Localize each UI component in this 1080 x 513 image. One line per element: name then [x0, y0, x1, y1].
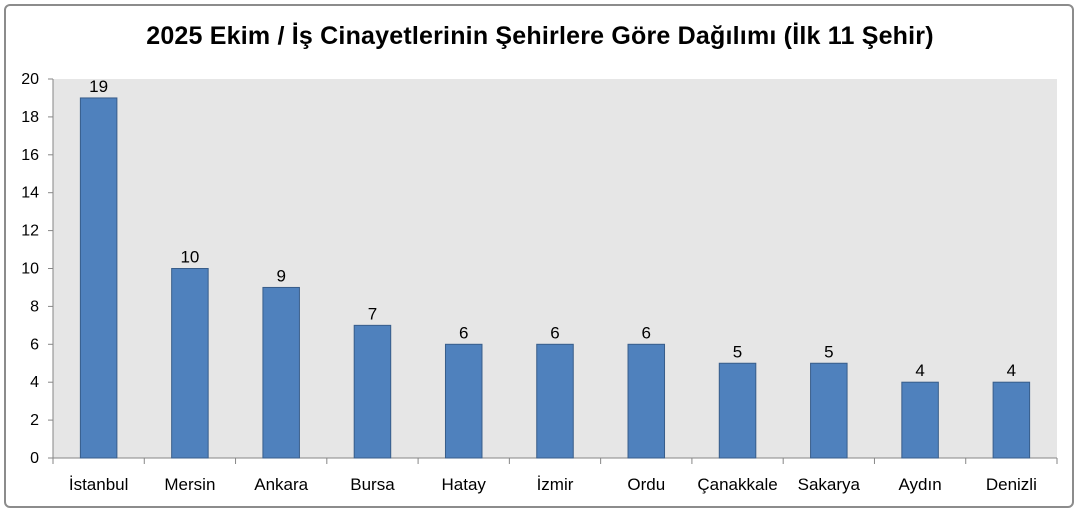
bar — [171, 268, 209, 459]
category-label: İzmir — [537, 475, 574, 494]
data-label: 9 — [276, 266, 285, 285]
y-tick-label: 16 — [21, 147, 39, 164]
data-label: 6 — [550, 323, 559, 342]
data-label: 4 — [915, 361, 924, 380]
category-label: Ordu — [627, 475, 665, 494]
y-tick-label: 20 — [21, 71, 39, 88]
bar — [992, 381, 1031, 459]
bar — [444, 343, 483, 459]
bar — [79, 97, 118, 459]
category-label: Bursa — [350, 475, 395, 494]
category-label: Ankara — [254, 475, 308, 494]
data-label: 6 — [642, 323, 651, 342]
y-tick-label: 6 — [30, 336, 39, 353]
category-label: Çanakkale — [697, 475, 777, 494]
y-tick-label: 10 — [21, 261, 39, 278]
bar — [718, 362, 757, 459]
data-label: 6 — [459, 323, 468, 342]
bar — [353, 324, 392, 459]
category-label: Sakarya — [798, 475, 861, 494]
data-label: 10 — [180, 248, 199, 267]
bar — [262, 286, 300, 459]
category-label: Hatay — [442, 475, 487, 494]
data-label: 5 — [824, 342, 833, 361]
y-tick-label: 12 — [21, 223, 39, 240]
y-tick-label: 0 — [30, 450, 39, 467]
y-tick-label: 2 — [30, 412, 39, 429]
category-label: İstanbul — [69, 475, 129, 494]
y-tick-label: 8 — [30, 298, 39, 315]
data-label: 7 — [368, 304, 377, 323]
category-label: Mersin — [164, 475, 215, 494]
data-label: 4 — [1007, 361, 1016, 380]
category-label: Denizli — [986, 475, 1037, 494]
category-label: Aydın — [899, 475, 942, 494]
y-tick-label: 18 — [21, 109, 39, 126]
y-tick-label: 14 — [21, 185, 39, 202]
y-tick-label: 4 — [30, 374, 39, 391]
bar — [536, 343, 574, 459]
bar — [627, 343, 666, 459]
chart-title: 2025 Ekim / İş Cinayetlerinin Şehirlere … — [146, 22, 934, 50]
bar — [810, 362, 848, 459]
bar — [901, 381, 939, 459]
data-label: 19 — [89, 77, 108, 96]
data-label: 5 — [733, 342, 742, 361]
